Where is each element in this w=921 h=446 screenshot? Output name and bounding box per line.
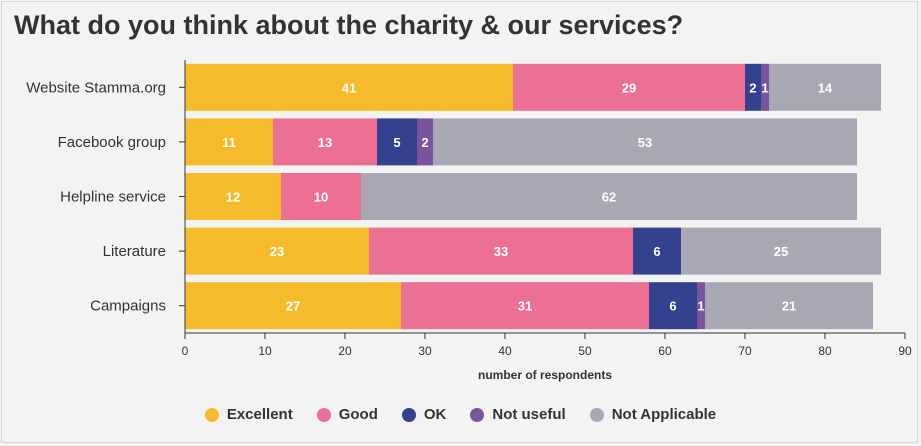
x-tick-label-70: 70	[738, 344, 752, 358]
data-label-website-stamma-org-ok: 2	[749, 80, 756, 95]
bar-website-stamma-org-ok	[745, 63, 761, 111]
data-label-facebook-group-ok: 5	[393, 135, 400, 150]
legend-label-not-useful: Not useful	[492, 406, 566, 423]
y-tick-label-campaigns: Campaigns	[90, 298, 166, 315]
legend-item-ok: OK	[401, 406, 447, 423]
data-label-helpline-service-good: 10	[314, 190, 328, 205]
data-label-campaigns-ok: 6	[669, 299, 676, 314]
bar-helpline-service-good	[281, 173, 361, 220]
bar-helpline-service-not-applicable	[361, 173, 857, 220]
chart-title: What do you think about the charity & ou…	[14, 10, 684, 40]
legend-swatch-good	[316, 407, 331, 422]
x-tick-label-40: 40	[498, 344, 512, 358]
data-label-helpline-service-excellent: 12	[226, 190, 240, 205]
legend-swatch-not-applicable	[589, 407, 604, 422]
data-label-website-stamma-org-not-useful: 1	[761, 80, 768, 95]
data-label-campaigns-not-useful: 1	[697, 299, 704, 314]
x-tick-label-0: 0	[182, 344, 189, 358]
bar-campaigns-not-applicable	[705, 282, 873, 330]
bar-website-stamma-org-not-useful	[761, 63, 769, 111]
x-tick-label-60: 60	[658, 344, 672, 358]
x-tick-label-20: 20	[338, 344, 352, 358]
legend-swatch-ok	[401, 407, 416, 422]
legend-label-ok: OK	[423, 406, 447, 423]
legend-swatch-not-useful	[470, 407, 485, 422]
axes-group: Website Stamma.org Facebook group Helpline…	[26, 60, 912, 358]
legend-item-excellent: Excellent	[204, 406, 293, 423]
x-axis-label: number of respondents	[478, 368, 612, 382]
x-tick-label-90: 90	[898, 344, 912, 358]
y-tick-label-literature: Literature	[103, 243, 166, 260]
legend-item-good: Good	[316, 406, 378, 423]
data-label-literature-ok: 6	[653, 244, 660, 259]
legend-item-not-applicable: Not Applicable	[589, 406, 717, 423]
bar-campaigns-not-useful	[697, 282, 705, 330]
data-label-literature-excellent: 23	[270, 244, 284, 259]
data-label-literature-good: 33	[494, 244, 508, 259]
bar-literature-excellent	[185, 227, 369, 275]
data-label-facebook-group-excellent: 11	[222, 135, 236, 150]
bar-facebook-group-ok	[377, 118, 417, 166]
x-tick-label-50: 50	[578, 344, 592, 358]
data-label-website-stamma-org-good: 29	[622, 80, 636, 95]
legend: Excellent Good OK Not useful Not Applicable	[0, 406, 921, 423]
bar-helpline-service-excellent	[185, 173, 281, 220]
y-tick-label-website-stamma-org: Website Stamma.org	[26, 79, 166, 96]
bar-website-stamma-org-good	[513, 63, 745, 111]
data-label-helpline-service-not-applicable: 62	[602, 190, 616, 205]
bar-website-stamma-org-excellent	[185, 63, 513, 111]
x-tick-label-30: 30	[418, 344, 432, 358]
x-tick-label-10: 10	[258, 344, 272, 358]
data-label-facebook-group-good: 13	[318, 135, 332, 150]
data-label-facebook-group-not-useful: 2	[421, 135, 428, 150]
bar-campaigns-good	[401, 282, 649, 330]
legend-label-good: Good	[338, 406, 378, 423]
bar-facebook-group-good	[273, 118, 377, 166]
legend-item-not-useful: Not useful	[470, 406, 566, 423]
data-label-campaigns-not-applicable: 21	[782, 299, 796, 314]
bar-literature-good	[369, 227, 633, 275]
data-label-campaigns-excellent: 27	[286, 299, 300, 314]
data-label-website-stamma-org-not-applicable: 14	[818, 80, 833, 95]
legend-label-excellent: Excellent	[226, 406, 293, 423]
data-label-facebook-group-not-applicable: 53	[638, 135, 652, 150]
bar-website-stamma-org-not-applicable	[769, 63, 881, 111]
y-tick-label-facebook-group: Facebook group	[58, 134, 166, 151]
legend-swatch-excellent	[204, 407, 219, 422]
bar-facebook-group-not-applicable	[433, 118, 857, 166]
data-label-literature-not-applicable: 25	[774, 244, 788, 259]
bar-literature-not-applicable	[681, 227, 881, 275]
data-label-website-stamma-org-excellent: 41	[342, 80, 356, 95]
bar-facebook-group-excellent	[185, 118, 273, 166]
bar-campaigns-ok	[649, 282, 697, 330]
bar-literature-ok	[633, 227, 681, 275]
y-tick-label-helpline-service: Helpline service	[60, 189, 166, 206]
data-label-campaigns-good: 31	[518, 299, 532, 314]
bar-campaigns-excellent	[185, 282, 401, 330]
bar-facebook-group-not-useful	[417, 118, 433, 166]
legend-label-not-applicable: Not Applicable	[611, 406, 717, 423]
x-tick-label-80: 80	[818, 344, 832, 358]
